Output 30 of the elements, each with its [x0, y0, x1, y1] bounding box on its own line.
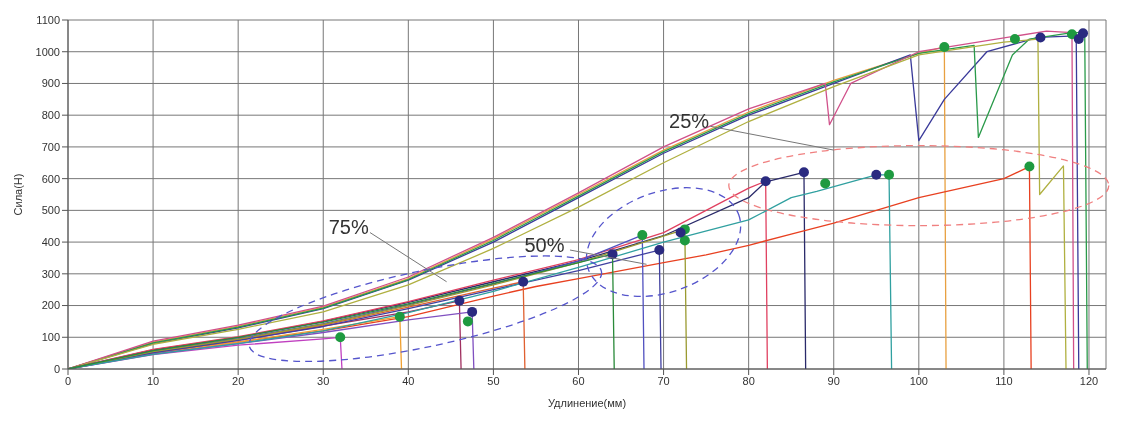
x-tick-label: 90 — [827, 374, 840, 387]
x-tick-label: 70 — [657, 374, 670, 387]
x-tick-label: 100 — [909, 374, 928, 387]
y-tick-label: 800 — [41, 109, 60, 122]
x-tick-label: 0 — [64, 374, 72, 387]
x-tick-label: 110 — [995, 374, 1013, 387]
y-tick-label: 100 — [41, 331, 60, 344]
y-tick-label: 400 — [41, 236, 60, 248]
y-tick-label: 700 — [41, 140, 60, 153]
y-axis-title: Сила(Н) — [11, 173, 24, 216]
x-tick-label: 40 — [402, 374, 415, 387]
y-tick-label: 0 — [53, 362, 60, 375]
y-tick-label: 500 — [41, 204, 60, 217]
x-tick-label: 80 — [742, 374, 755, 387]
y-tick-label: 900 — [41, 77, 60, 90]
x-tick-label: 120 — [1079, 374, 1099, 387]
annotation: 50% — [524, 234, 565, 257]
x-tick-label: 60 — [572, 374, 585, 387]
x-axis-title: Удлинение(мм) — [547, 397, 627, 409]
x-tick-label: 50 — [487, 374, 500, 387]
y-tick-label: 200 — [41, 299, 60, 312]
y-tick-label: 1000 — [35, 45, 60, 58]
annotation: 25% — [669, 109, 710, 132]
y-tick-label: 1100 — [36, 13, 60, 26]
annotation: 75% — [328, 215, 369, 238]
x-tick-label: 30 — [317, 374, 330, 387]
y-tick-label: 300 — [41, 267, 60, 280]
y-tick-label: 600 — [41, 172, 60, 185]
x-tick-label: 20 — [232, 374, 245, 387]
x-tick-label: 10 — [146, 374, 160, 387]
